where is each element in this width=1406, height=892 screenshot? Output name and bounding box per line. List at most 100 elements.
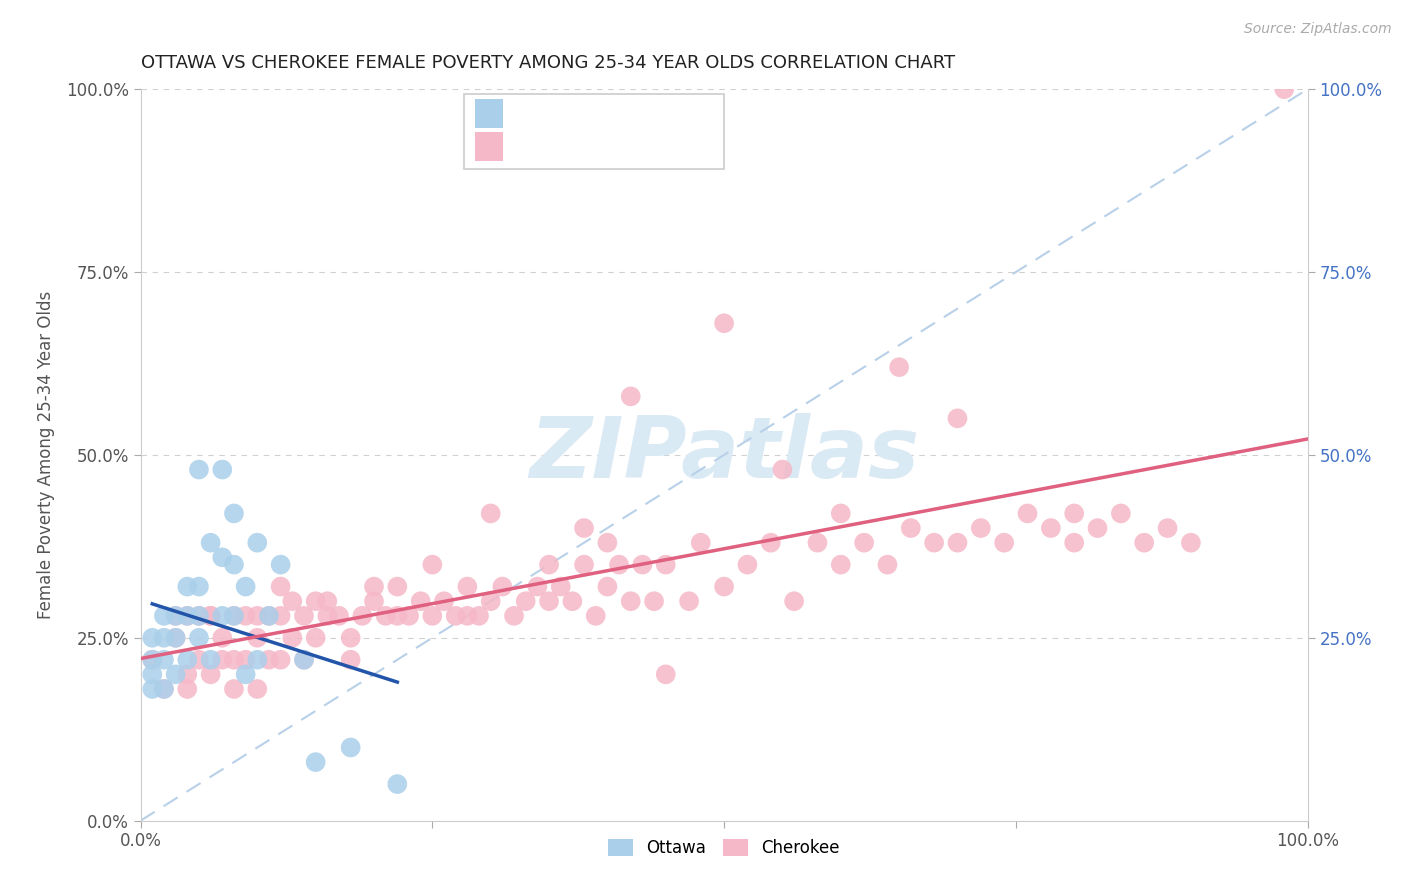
Point (806, 535, 828, 549)
Point (585, 608, 607, 623)
Point (713, 316, 735, 330)
Point (596, 535, 619, 549)
Point (468, 608, 491, 623)
Point (176, 580, 198, 594)
Point (1133, 535, 1156, 549)
Point (1017, 507, 1039, 521)
Text: Source: ZipAtlas.com: Source: ZipAtlas.com (1244, 22, 1392, 37)
Point (1156, 521, 1178, 535)
Point (257, 608, 280, 623)
Point (1039, 521, 1062, 535)
Point (900, 521, 922, 535)
Point (572, 558, 595, 572)
Point (200, 667, 222, 681)
Point (1063, 535, 1085, 549)
Point (561, 594, 583, 608)
Point (270, 580, 292, 594)
Legend: Ottawa, Cherokee: Ottawa, Cherokee (602, 832, 846, 863)
Point (596, 580, 619, 594)
Point (188, 608, 211, 623)
Point (246, 535, 269, 549)
Point (188, 462, 211, 476)
Point (188, 631, 211, 645)
Point (339, 740, 361, 755)
Text: OTTAWA VS CHEROKEE FEMALE POVERTY AMONG 25-34 YEAR OLDS CORRELATION CHART: OTTAWA VS CHEROKEE FEMALE POVERTY AMONG … (141, 54, 955, 72)
Point (1272, 82, 1295, 96)
Point (292, 653, 315, 667)
Point (1087, 521, 1109, 535)
Point (526, 580, 548, 594)
Point (456, 580, 478, 594)
Point (211, 462, 233, 476)
Point (422, 558, 444, 572)
Point (176, 608, 198, 623)
Point (363, 594, 385, 608)
Text: R = 0.242: R = 0.242 (510, 110, 600, 128)
Point (409, 594, 432, 608)
Point (246, 631, 269, 645)
Point (491, 580, 513, 594)
Point (200, 608, 222, 623)
Point (235, 653, 257, 667)
Point (922, 535, 945, 549)
Point (270, 608, 292, 623)
Point (830, 558, 852, 572)
Point (165, 631, 187, 645)
Point (141, 653, 163, 667)
Point (316, 594, 339, 608)
Point (713, 580, 735, 594)
Point (246, 608, 269, 623)
Point (141, 667, 163, 681)
Point (737, 558, 759, 572)
Point (620, 594, 643, 608)
Point (246, 681, 269, 696)
Point (153, 653, 176, 667)
Point (783, 594, 806, 608)
Point (1180, 535, 1202, 549)
Point (270, 653, 292, 667)
Point (479, 594, 502, 608)
Point (153, 608, 176, 623)
Point (876, 558, 898, 572)
Point (222, 653, 245, 667)
Text: N =  36: N = 36 (612, 110, 681, 128)
Point (550, 580, 572, 594)
Point (211, 550, 233, 565)
Point (387, 580, 409, 594)
Point (176, 653, 198, 667)
Point (257, 608, 280, 623)
Point (222, 608, 245, 623)
Point (328, 608, 350, 623)
Point (222, 681, 245, 696)
Point (141, 631, 163, 645)
Point (222, 608, 245, 623)
Point (387, 777, 409, 791)
Point (352, 608, 374, 623)
Point (200, 608, 222, 623)
Point (222, 507, 245, 521)
Text: R = 0.433: R = 0.433 (510, 142, 600, 160)
Text: N = 105: N = 105 (612, 142, 686, 160)
Point (305, 631, 328, 645)
Point (374, 608, 396, 623)
Point (165, 608, 187, 623)
Point (235, 580, 257, 594)
Point (537, 558, 560, 572)
Point (444, 608, 467, 623)
Point (316, 608, 339, 623)
Point (889, 360, 911, 375)
Point (946, 535, 969, 549)
Point (281, 594, 304, 608)
Point (631, 558, 654, 572)
Point (200, 535, 222, 549)
Point (176, 681, 198, 696)
Text: ZIPatlas: ZIPatlas (529, 413, 920, 497)
Point (176, 608, 198, 623)
Point (655, 558, 678, 572)
Point (165, 608, 187, 623)
Point (141, 653, 163, 667)
Point (422, 608, 444, 623)
Point (398, 608, 420, 623)
Point (572, 521, 595, 535)
Point (176, 667, 198, 681)
